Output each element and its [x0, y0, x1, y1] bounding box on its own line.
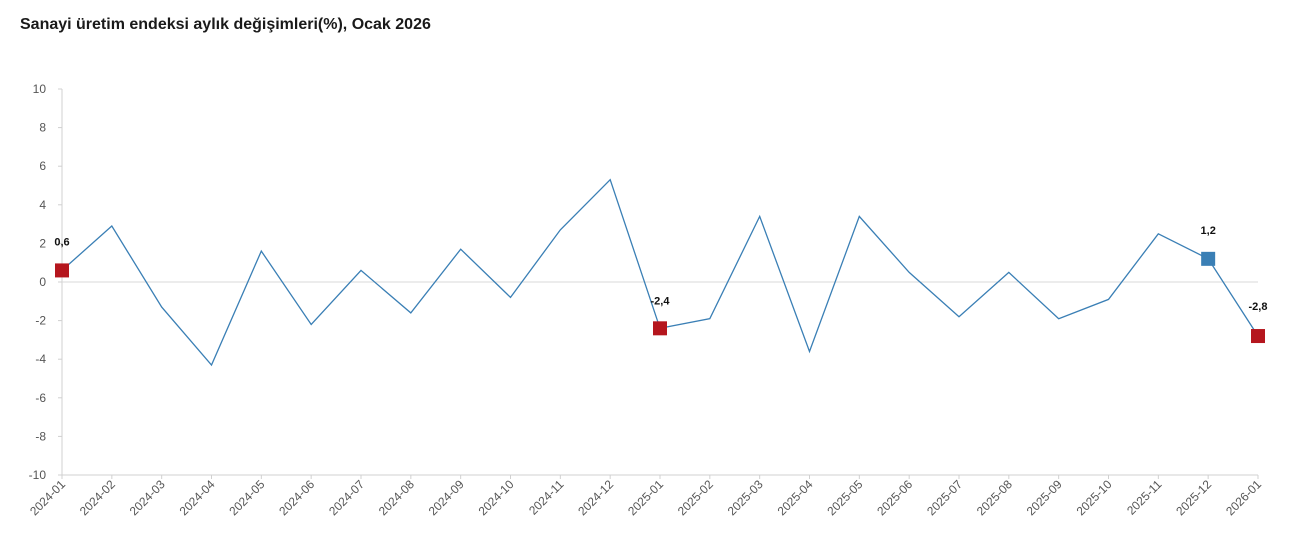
x-tick-label: 2024-04 — [177, 477, 218, 518]
y-axis: 10 8 6 4 2 0 -2 -4 -6 -8 -10 — [29, 82, 63, 482]
x-axis: 2024-01 2024-02 2024-03 2024-04 2024-05 2024-… — [27, 474, 1264, 518]
x-tick-label: 2025-09 — [1024, 477, 1065, 518]
x-tick-label: 2025-02 — [675, 477, 716, 518]
chart-title: Sanayi üretim endeksi aylık değişimleri(… — [20, 16, 431, 33]
y-tick-label: -8 — [35, 429, 46, 443]
x-tick-label: 2025-08 — [974, 477, 1015, 518]
x-tick-label: 2025-03 — [725, 477, 766, 518]
data-label: 1,2 — [1201, 225, 1216, 237]
x-tick-label: 2024-08 — [376, 477, 417, 518]
x-tick-label: 2025-04 — [775, 477, 816, 518]
x-tick-label: 2024-09 — [426, 477, 467, 518]
highlight-marker — [1251, 329, 1265, 344]
y-tick-label: 2 — [39, 236, 46, 250]
y-tick-label: -4 — [35, 352, 46, 366]
x-tick-label: 2025-01 — [625, 477, 666, 518]
y-tick-label: 0 — [39, 275, 46, 289]
series-line — [61, 178, 1259, 367]
data-label: 0,6 — [54, 236, 69, 248]
x-tick-label: 2024-06 — [276, 477, 317, 518]
y-tick-label: 6 — [39, 159, 46, 173]
data-label: -2,8 — [1249, 301, 1268, 313]
x-tick-label: 2025-05 — [824, 477, 865, 518]
x-tick-label: 2025-07 — [924, 477, 965, 518]
x-tick-label: 2024-01 — [27, 477, 68, 518]
x-tick-label: 2024-03 — [127, 477, 168, 518]
plot-area: 0,6 -2,4 1,2 -2,8 — [54, 178, 1268, 367]
y-tick-label: -10 — [29, 468, 47, 482]
x-tick-label: 2025-11 — [1124, 477, 1165, 518]
x-tick-label: 2026-01 — [1223, 477, 1264, 518]
x-tick-label: 2024-12 — [575, 477, 616, 518]
x-tick-label: 2024-11 — [526, 477, 567, 518]
x-tick-label: 2025-06 — [874, 477, 915, 518]
x-tick-label: 2024-05 — [226, 477, 267, 518]
y-tick-label: 10 — [33, 82, 47, 96]
x-tick-label: 2024-07 — [326, 477, 367, 518]
highlight-marker — [55, 263, 69, 278]
y-tick-label: -2 — [35, 314, 46, 328]
x-tick-label: 2024-02 — [77, 477, 118, 518]
highlight-marker — [653, 321, 667, 336]
y-tick-label: 8 — [39, 121, 46, 135]
x-tick-label: 2025-10 — [1074, 477, 1115, 518]
highlight-marker — [1201, 251, 1216, 266]
data-label: -2,4 — [651, 295, 671, 307]
x-tick-label: 2024-10 — [476, 477, 517, 518]
y-tick-label: -6 — [35, 391, 46, 405]
y-tick-label: 4 — [39, 198, 46, 212]
x-tick-label: 2025-12 — [1173, 477, 1214, 518]
